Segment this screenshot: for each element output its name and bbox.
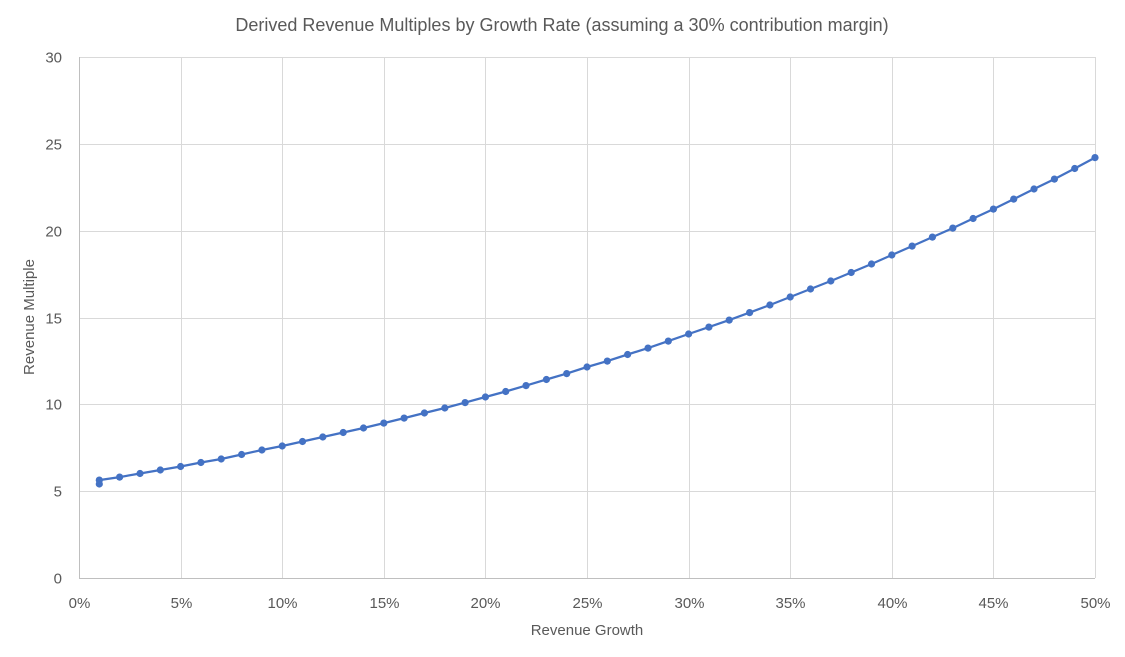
data-point	[95, 476, 103, 484]
x-tick-label: 40%	[877, 595, 907, 612]
y-tick-label: 30	[45, 50, 62, 67]
data-point	[766, 301, 774, 309]
x-tick-label: 5%	[171, 595, 193, 612]
chart-title: Derived Revenue Multiples by Growth Rate…	[235, 15, 888, 35]
data-point	[258, 446, 266, 454]
data-point	[359, 424, 368, 432]
x-gridlines	[181, 57, 1096, 578]
data-point	[583, 363, 591, 371]
x-tick-label: 15%	[369, 595, 399, 612]
x-tick-label: 20%	[470, 595, 500, 612]
data-point	[664, 337, 672, 345]
data-point	[644, 344, 652, 352]
x-tick-label: 10%	[267, 595, 297, 612]
x-tick-label: 30%	[674, 595, 704, 612]
x-tick-label: 45%	[978, 595, 1008, 612]
data-point	[197, 458, 205, 467]
data-point	[949, 224, 957, 232]
data-point	[1050, 175, 1058, 183]
y-tick-label: 0	[54, 571, 62, 588]
data-point	[563, 370, 571, 378]
data-point	[624, 350, 632, 359]
data-point	[888, 251, 896, 259]
data-point	[380, 419, 388, 427]
x-tick-labels: 0% 5% 10% 15% 20% 25% 30% 35% 40% 45% 50%	[69, 595, 1111, 612]
data-point	[420, 409, 428, 417]
data-point	[502, 387, 510, 396]
data-point	[481, 393, 489, 401]
data-point	[685, 330, 693, 338]
data-point	[400, 414, 408, 422]
data-point	[806, 285, 815, 293]
y-tick-labels: 0 5 10 15 20 25 30	[45, 50, 62, 588]
data-point	[969, 214, 977, 223]
data-point	[136, 469, 144, 478]
data-point	[603, 357, 611, 365]
data-point	[441, 404, 449, 412]
data-point	[461, 399, 469, 407]
series-line	[98, 156, 1096, 484]
data-point	[278, 442, 286, 450]
data-point	[705, 323, 713, 331]
data-point	[989, 205, 998, 213]
data-point	[542, 375, 551, 384]
x-tick-label: 35%	[775, 595, 805, 612]
data-point	[298, 437, 307, 446]
data-point	[156, 466, 164, 474]
data-point	[786, 293, 794, 301]
data-point	[177, 462, 185, 471]
data-point	[339, 428, 347, 437]
x-tick-label: 25%	[572, 595, 602, 612]
data-point	[116, 473, 124, 481]
data-point	[928, 233, 937, 241]
y-tick-label: 5	[54, 484, 62, 501]
data-point	[908, 242, 916, 250]
x-tick-label: 50%	[1080, 595, 1110, 612]
x-axis-label: Revenue Growth	[531, 622, 644, 639]
axes	[79, 57, 1095, 579]
data-point	[867, 260, 876, 268]
data-point	[725, 316, 733, 324]
data-point	[1010, 195, 1018, 203]
y-tick-label: 25	[45, 137, 62, 154]
x-tick-label: 0%	[69, 595, 91, 612]
data-point	[522, 382, 530, 390]
y-tick-label: 20	[45, 224, 62, 241]
data-point	[1030, 185, 1038, 193]
data-point	[319, 433, 327, 441]
data-point	[1091, 154, 1099, 162]
data-point	[1071, 164, 1079, 173]
data-point	[238, 450, 246, 459]
data-point	[746, 309, 754, 317]
data-point	[847, 268, 855, 277]
data-point	[217, 455, 225, 463]
y-axis-label: Revenue Multiple	[21, 259, 38, 375]
data-point	[827, 277, 835, 285]
series-group	[95, 154, 1099, 488]
y-tick-label: 10	[45, 397, 62, 414]
y-tick-label: 15	[45, 311, 62, 328]
